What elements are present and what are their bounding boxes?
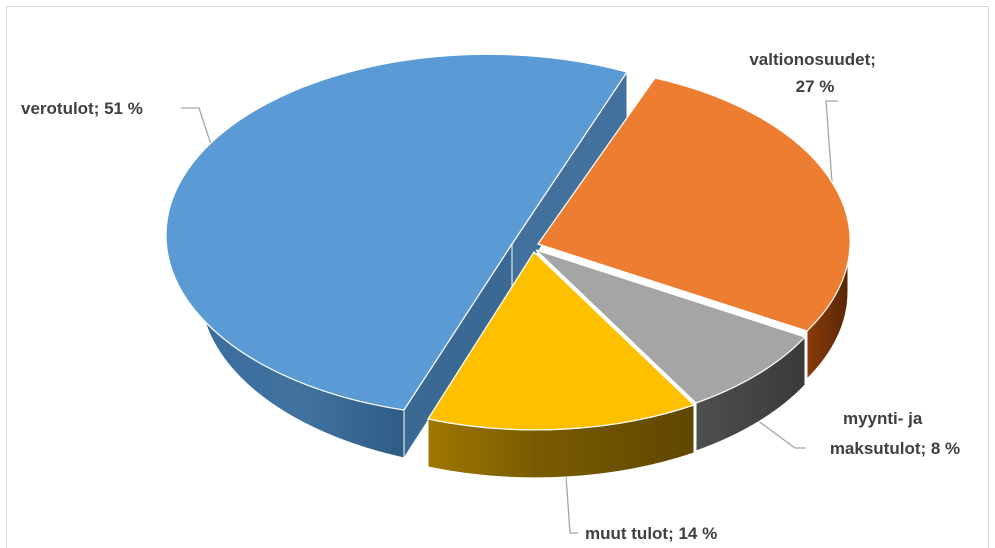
leader-line-muut: [565, 475, 578, 534]
chart-frame: [6, 6, 989, 548]
leader-line-myynti: [756, 419, 806, 449]
slice-top-valtionosuudet: [537, 77, 851, 332]
data-label-valtionosuudet: valtionosuudet; 27 %: [749, 50, 880, 96]
pie-slice-verotulot: [165, 53, 628, 460]
slice-top-muut: [427, 251, 696, 431]
data-label-muut: muut tulot; 14 %: [585, 524, 717, 543]
pie-slice-myynti: [535, 249, 807, 452]
data-label-myynti: myynti- ja maksutulot; 8 %: [830, 409, 960, 458]
slice-top-myynti: [535, 249, 807, 404]
pie-slice-valtionosuudet: [537, 77, 851, 381]
leader-line-valtionosuudet: [825, 100, 838, 183]
data-label-verotulot: verotulot; 51 %: [21, 99, 143, 118]
slice-top-verotulot: [165, 53, 628, 411]
pie-slice-muut: [427, 251, 696, 479]
